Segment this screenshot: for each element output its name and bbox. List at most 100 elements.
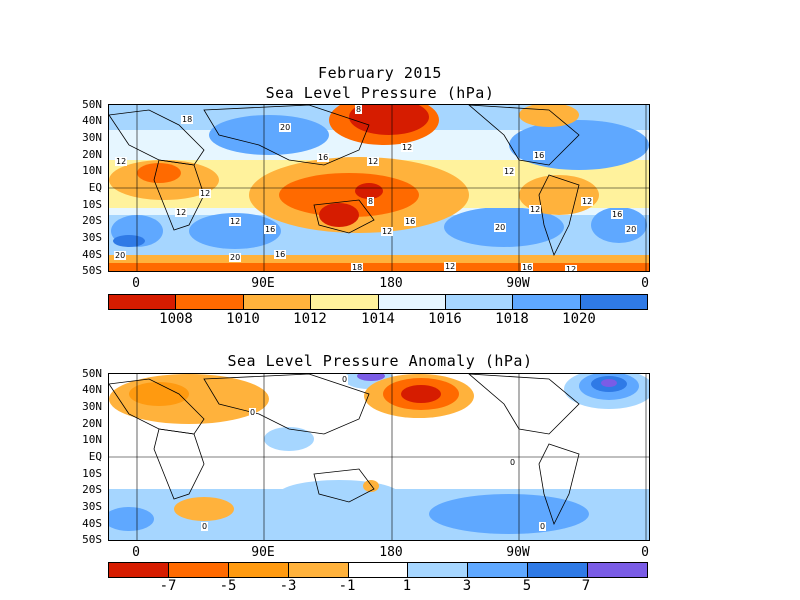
lat-label: 10S [82,467,102,480]
colorbar-label: 1016 [428,311,462,327]
contour-label: 12 [115,157,128,166]
contour-label: 0 [539,522,547,531]
anomaly-region [174,497,234,521]
lat-label: 50N [82,367,102,380]
colorbar-swatch [243,295,312,309]
contour-label: 0 [249,408,257,417]
colorbar-swatch [408,563,469,577]
contour-label: 8 [367,197,375,206]
contour-label: 0 [341,375,349,384]
colorbar-swatch [468,563,529,577]
colorbar-label: 1008 [159,311,193,327]
bottom-anomaly-map: 0 0 0 0 0 [108,373,650,541]
contour-band [591,207,647,243]
lat-label: 30S [82,500,102,513]
colorbar-label: 5 [522,578,532,594]
graticule [109,105,649,271]
colorbar-label: -7 [159,578,177,594]
colorbar-swatch [288,563,349,577]
colorbar-swatch [588,563,648,577]
lon-label: 90W [506,276,530,291]
lat-label: 10S [82,198,102,211]
lat-label: EQ [88,181,102,194]
colorbar-swatch [348,563,409,577]
contour-label: 8 [355,105,363,114]
anomaly-region [363,480,379,492]
colorbar-swatch [176,295,244,309]
colorbar-label: 7 [581,578,591,594]
contour-label: 20 [494,223,507,232]
coastline [109,109,205,166]
lon-label: 0 [132,545,140,560]
top-map-title: February 2015 [318,64,442,82]
lat-label: 10N [82,164,102,177]
colorbar-label: 1018 [495,311,529,327]
coastline [538,443,580,526]
top-pressure-map: 18 20 12 16 12 12 16 12 16 12 12 16 20 2… [108,104,650,272]
anomaly-region [357,374,385,381]
colorbar-label: 1012 [293,311,327,327]
contour-band [349,105,429,135]
lon-label: 180 [379,276,403,291]
contour-label: 20 [114,251,127,260]
coastline [538,174,580,257]
lon-label: 0 [641,276,649,291]
colorbar-swatch [168,563,229,577]
contour-label: 12 [381,227,394,236]
colorbar-label: -1 [338,578,356,594]
contour-label: 12 [565,265,578,272]
contour-band [137,163,181,183]
lon-label: 0 [641,545,649,560]
coastline [109,378,205,435]
lat-label: 20S [82,214,102,227]
lat-label: 10N [82,433,102,446]
contour-label: 12 [175,208,188,217]
lat-label: 30N [82,400,102,413]
colorbar-label: 1014 [361,311,395,327]
lat-label: 20S [82,483,102,496]
contour-label: 12 [529,205,542,214]
contour-label: 12 [444,262,457,271]
lat-label: 40N [82,114,102,127]
contour-label: 16 [274,250,287,259]
contour-label: 12 [401,143,414,152]
colorbar-swatch [513,295,581,309]
contour-label: 16 [521,263,534,272]
lat-label: 20N [82,148,102,161]
lon-label: 90W [506,545,530,560]
coastline [203,105,370,166]
contour-label: 12 [503,167,516,176]
colorbar-label: 3 [462,578,472,594]
contour-band [189,213,281,249]
contour-label: 16 [317,153,330,162]
lat-label: 50S [82,533,102,546]
anomaly-region [401,385,441,403]
lon-label: 90E [251,545,275,560]
lat-label: 40S [82,248,102,261]
lat-label: 40S [82,517,102,530]
anomaly-region [429,494,589,534]
colorbar-label: 1020 [562,311,596,327]
contour-label: 16 [264,225,277,234]
contour-label: 16 [533,151,546,160]
colorbar-label: 1010 [226,311,260,327]
contour-band [355,183,383,199]
anomaly-region [129,382,189,406]
contour-label: 20 [229,253,242,262]
coastline [313,199,375,234]
lat-label: EQ [88,450,102,463]
bottom-colorbar [108,562,648,578]
colorbar-swatch [528,563,589,577]
contour-label: 16 [611,210,624,219]
lon-label: 0 [132,276,140,291]
contour-label: 12 [199,189,212,198]
colorbar-swatch [580,295,647,309]
contour-label: 18 [351,263,364,272]
contour-label: 0 [509,458,517,467]
contour-band [519,105,579,127]
colorbar-label: 1 [402,578,412,594]
top-map-subtitle: Sea Level Pressure (hPa) [265,84,495,102]
coastline [153,159,205,231]
colorbar-label: -5 [219,578,237,594]
contour-label: 16 [404,217,417,226]
